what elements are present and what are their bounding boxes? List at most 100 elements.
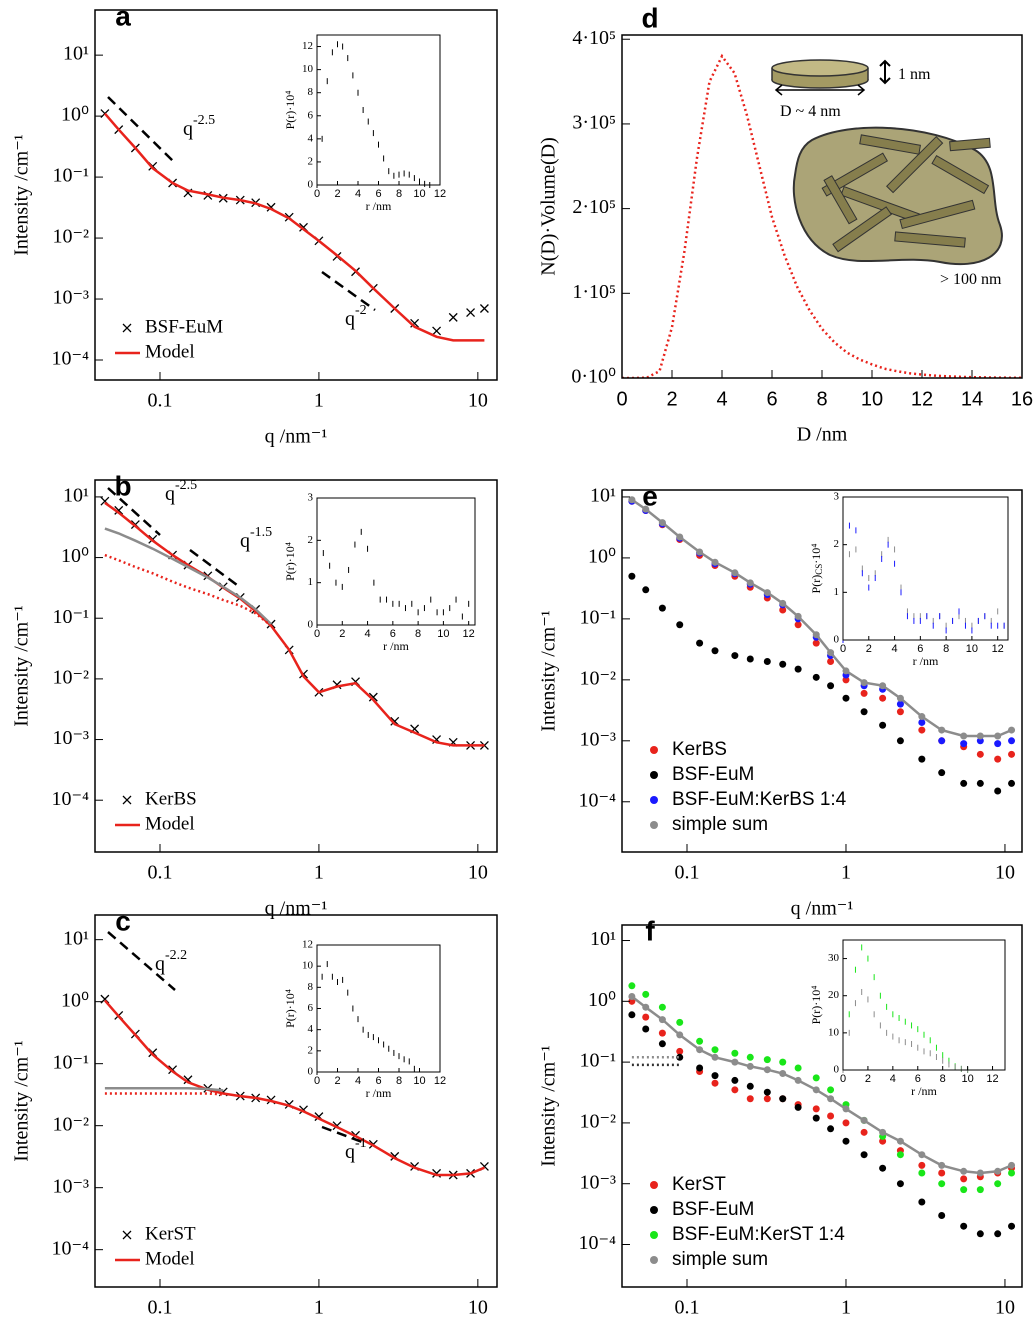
y-tick-label: 10 — [302, 960, 314, 972]
y-tick-label: 30 — [828, 952, 840, 964]
y-tick-label: 10⁻¹ — [52, 165, 89, 187]
y-axis-label-part: CS — [814, 564, 824, 575]
x-tick-label: 12 — [463, 628, 475, 640]
data-point — [628, 1011, 636, 1019]
data-point — [879, 1128, 887, 1136]
data-point — [938, 1180, 946, 1188]
data-point — [812, 639, 820, 647]
data-point — [960, 1186, 968, 1194]
panel-letter: c — [115, 905, 131, 936]
y-tick-label: 10⁻⁴ — [578, 1232, 616, 1254]
data-point — [976, 1230, 984, 1238]
legend-symbol — [122, 1230, 132, 1240]
data-point — [779, 1095, 787, 1103]
y-tick-label: 0 — [834, 634, 840, 646]
annotation: 1 nm — [898, 66, 931, 83]
plot-area — [100, 994, 489, 1180]
y-tick-label: 6 — [308, 1002, 314, 1014]
x-tick-label: 8 — [943, 643, 949, 655]
data-point — [628, 993, 636, 1001]
legend-symbol — [650, 771, 658, 779]
data-point — [731, 652, 739, 660]
data-point — [860, 708, 868, 716]
y-tick-label: 10⁻² — [579, 667, 616, 689]
data-point — [842, 676, 850, 684]
y-tick-label: 1 — [308, 576, 314, 588]
illustration — [771, 59, 1003, 266]
data-point — [860, 1128, 868, 1136]
x-tick-label: 0 — [314, 188, 320, 200]
plot-frame — [94, 9, 498, 381]
x-tick-label: 1 — [314, 390, 324, 412]
x-tick-label: 0 — [616, 388, 627, 410]
y-tick-label: 10⁻³ — [52, 727, 89, 749]
data-point — [746, 1095, 754, 1103]
data-point — [918, 1169, 926, 1177]
data-point — [860, 1151, 868, 1159]
data-point — [918, 1161, 926, 1169]
data-point — [827, 682, 835, 690]
data-point — [812, 1105, 820, 1113]
legend-symbol — [650, 1181, 658, 1189]
data-point — [448, 312, 458, 322]
data-point — [628, 496, 636, 504]
data-point — [114, 505, 124, 515]
annotation-text: D ~ 4 nm — [780, 103, 841, 120]
data-point — [918, 718, 926, 726]
data-point — [938, 1161, 946, 1169]
legend-label: BSF-EuM — [672, 764, 754, 785]
data-point — [711, 1053, 719, 1061]
x-axis-label: r /nm — [383, 639, 409, 653]
x-tick-label: 1 — [841, 862, 851, 884]
x-tick-label: 10 — [961, 1073, 973, 1085]
x-axis-label: r /nm — [911, 1084, 937, 1098]
data-point — [746, 1053, 754, 1061]
y-tick-label: 4 — [308, 132, 314, 144]
x-tick-label: 6 — [915, 1073, 921, 1085]
data-point — [812, 1074, 820, 1082]
x-tick-label: 10 — [437, 628, 449, 640]
data-point — [794, 1103, 802, 1111]
data-point — [879, 1164, 887, 1172]
legend-label: simple sum — [672, 1249, 768, 1270]
y-tick-label: 3 — [834, 491, 840, 503]
series-line — [104, 1092, 224, 1096]
data-point — [479, 740, 489, 750]
legend-symbol — [650, 821, 658, 829]
data-point — [827, 1095, 835, 1103]
y-tick-label: 10⁻² — [52, 666, 89, 688]
data-point — [696, 548, 704, 556]
series-line — [104, 501, 485, 747]
y-tick-label: 12 — [302, 40, 313, 52]
y-tick-label: 10⁻⁴ — [578, 789, 616, 811]
y-tick-label: 2 — [834, 538, 840, 550]
y-tick-label: 10¹ — [590, 485, 616, 507]
legend-label: KerBS — [672, 739, 727, 760]
legend-label: BSF-EuM:KerBS 1:4 — [672, 789, 847, 810]
x-axis-label: r /nm — [366, 1086, 392, 1100]
data-point — [960, 1175, 968, 1183]
annotation-sup: -2.2 — [165, 948, 187, 963]
data-point — [779, 660, 787, 668]
x-axis-label: q /nm⁻¹ — [265, 426, 328, 448]
data-point — [976, 737, 984, 745]
data-point — [794, 612, 802, 620]
x-tick-label: 6 — [766, 388, 777, 410]
legend-label: BSF-EuM — [672, 1199, 754, 1220]
y-axis-label: Intensity /cm⁻¹ — [11, 605, 33, 727]
x-axis-label: D /nm — [797, 424, 848, 446]
panel-letter: d — [641, 2, 658, 33]
legend-symbol — [650, 746, 658, 754]
series-line — [622, 53, 1022, 378]
y-tick-label: 10⁻³ — [579, 728, 616, 750]
data-point — [731, 1049, 739, 1057]
x-tick-label: 0.1 — [147, 1297, 172, 1319]
data-point — [827, 1125, 835, 1133]
data-point — [794, 1076, 802, 1084]
plot-frame — [842, 939, 1006, 1071]
data-point — [860, 679, 868, 687]
data-point — [479, 304, 489, 313]
data-point — [368, 692, 378, 702]
